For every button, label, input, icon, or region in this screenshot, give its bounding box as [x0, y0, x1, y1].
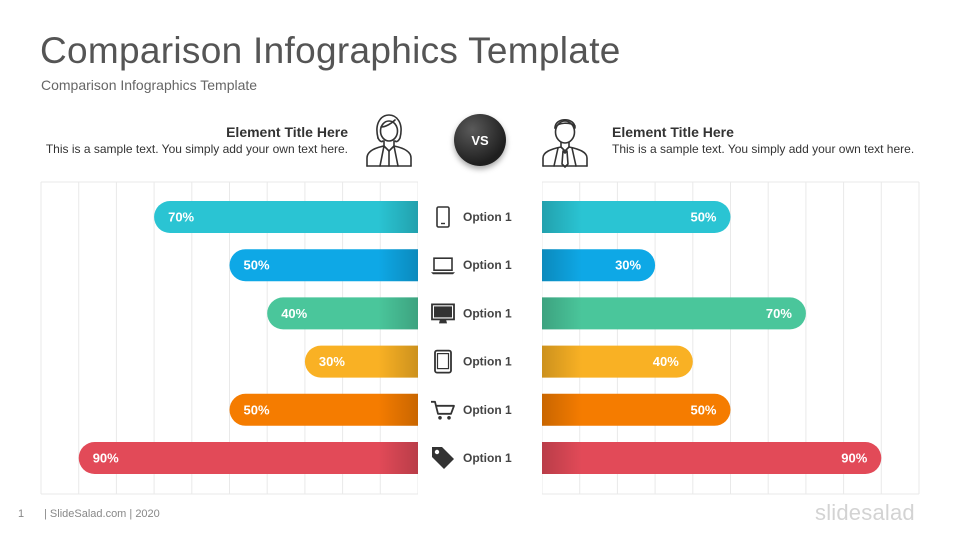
right-bar-label: 70%	[766, 306, 792, 321]
left-element-title: Element Title Here	[226, 124, 348, 140]
left-bar-shade	[378, 393, 418, 426]
right-bar-shade	[542, 201, 582, 233]
footer-text: | SlideSalad.com | 2020	[44, 508, 160, 520]
right-bar	[542, 201, 731, 233]
tablet-icon	[434, 349, 452, 374]
smartphone-icon	[436, 206, 450, 228]
left-bar-label: 50%	[244, 258, 270, 273]
right-bar-label: 30%	[615, 258, 641, 273]
left-bar-label: 30%	[319, 354, 345, 369]
right-element-title: Element Title Here	[612, 124, 734, 140]
category-label: Option 1	[463, 403, 512, 417]
left-bar	[229, 249, 418, 282]
vs-badge: VS	[454, 114, 506, 166]
left-element-text: This is a sample text. You simply add yo…	[45, 142, 348, 156]
right-bar	[542, 393, 731, 426]
right-bar-label: 90%	[841, 451, 867, 466]
category-column: Option 1 Option 1 Option 1 Option 1 Option 1…	[418, 178, 542, 498]
left-grid	[40, 181, 419, 495]
right-element-text: This is a sample text. You simply add yo…	[612, 142, 915, 156]
left-bar-label: 90%	[93, 451, 119, 466]
category-label: Option 1	[463, 451, 512, 465]
right-bar-label: 40%	[653, 354, 679, 369]
left-bar-label: 70%	[168, 210, 194, 225]
left-bar-shade	[378, 345, 418, 378]
right-bar-shade	[542, 345, 582, 378]
right-bar	[542, 442, 882, 474]
left-bar-label: 40%	[281, 306, 307, 321]
slide-subtitle: Comparison Infographics Template	[41, 77, 258, 93]
left-bar-shade	[378, 201, 418, 233]
right-bar	[542, 297, 806, 330]
category-label: Option 1	[463, 258, 512, 272]
businesswoman-icon	[366, 114, 412, 167]
category-label: Option 1	[463, 210, 512, 224]
left-bar-label: 50%	[244, 402, 270, 417]
left-series-bars: 70% 50% 40% 30% 50% 90%	[78, 201, 418, 474]
shopping-cart-icon	[431, 400, 455, 420]
right-bar-shade	[542, 297, 582, 330]
right-bar-label: 50%	[690, 210, 716, 225]
businessman-icon	[542, 118, 588, 168]
laptop-icon	[431, 257, 455, 275]
slide-title: Comparison Infographics Template	[40, 30, 621, 71]
left-bar-shade	[378, 297, 418, 330]
right-series-bars: 50% 30% 70% 40% 50% 90%	[542, 201, 882, 474]
left-bar	[154, 201, 418, 233]
page-number: 1	[18, 508, 25, 520]
desktop-monitor-icon	[431, 303, 455, 324]
right-bar-shade	[542, 393, 582, 426]
right-bar-shade	[542, 442, 582, 474]
left-bar	[78, 442, 418, 474]
center-panel	[418, 178, 542, 498]
right-bar-shade	[542, 249, 582, 282]
category-label: Option 1	[463, 355, 512, 369]
left-bar	[229, 393, 418, 426]
slidesalad-logo: slidesalad	[815, 500, 915, 525]
price-tag-icon	[432, 447, 454, 469]
category-label: Option 1	[463, 306, 512, 320]
left-bar-shade	[378, 249, 418, 282]
right-bar-label: 50%	[690, 402, 716, 417]
left-bar-shade	[378, 442, 418, 474]
